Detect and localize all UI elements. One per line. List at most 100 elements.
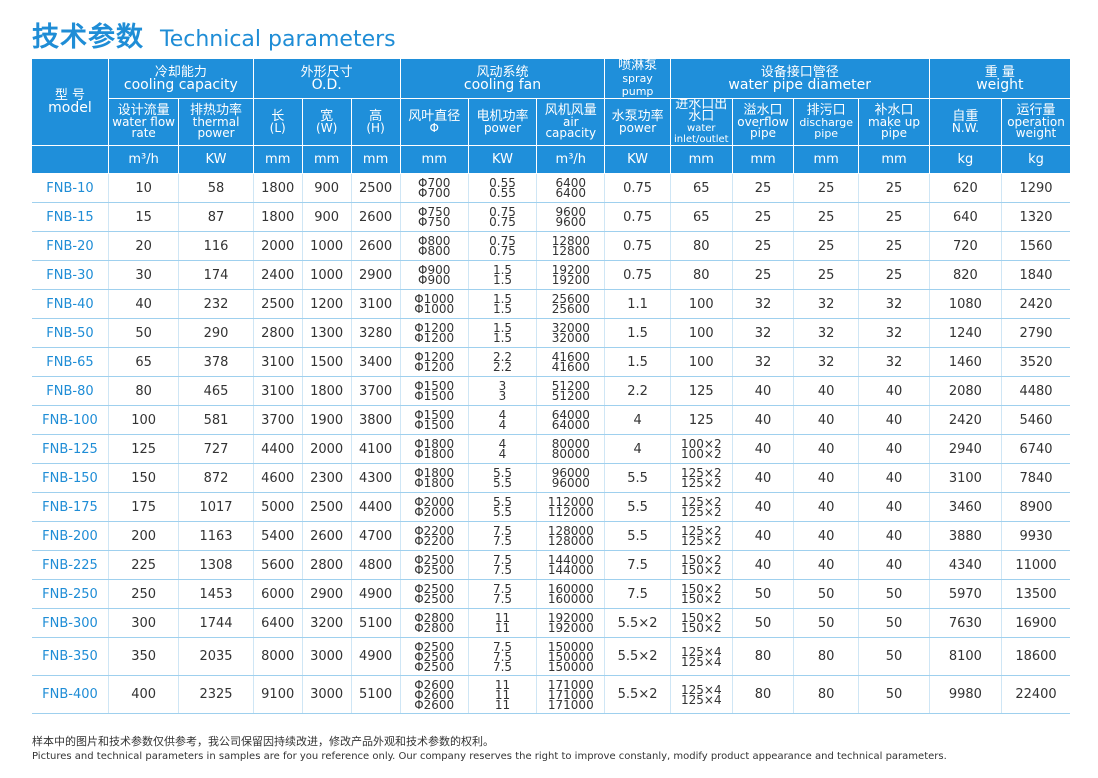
model-cell: FNB-10 xyxy=(32,173,109,203)
height-cell: 4300 xyxy=(351,463,401,493)
height-cell: 3100 xyxy=(351,289,401,319)
motor-power-cell-line: 11 xyxy=(494,677,511,692)
fan-diameter-cell-line: Φ700 xyxy=(418,186,451,200)
water-flow-cell: 225 xyxy=(108,550,180,580)
water-inlet-cell: 150×2 150×2 xyxy=(670,608,733,638)
fan-diameter-cell-line: Φ1500 xyxy=(414,408,455,422)
thermal-power-cell: 290 xyxy=(178,318,254,348)
fan-diameter-cell: Φ1200 Φ1200 xyxy=(400,347,469,377)
thermal-power-cell: 2325 xyxy=(178,675,254,714)
table-row: FNB-40 40 232 2500 1200 3100 Φ1000 Φ1000 1.5 1.5 2… xyxy=(32,289,1070,319)
table-row: FNB-400 400 2325 9100 3000 5100 Φ2600 Φ2600 Φ260… xyxy=(32,675,1070,714)
net-weight-cell: 2420 xyxy=(929,405,1003,435)
make-up-cell: 50 xyxy=(858,608,930,638)
air-capacity-cell-line: 160000 xyxy=(547,592,594,606)
header-model: 型 号 model xyxy=(32,59,109,146)
discharge-cell: 32 xyxy=(793,347,860,377)
discharge-cell: 32 xyxy=(793,289,860,319)
header-col-air-capacity: 风机风量 air capacity xyxy=(536,98,606,146)
unit-cell: KW xyxy=(178,145,254,174)
overflow-cell: 32 xyxy=(732,347,795,377)
thermal-power-cell: 727 xyxy=(178,434,254,464)
header-column-row: 设计流量 water flow rate 排热功率 thermal power 长(… xyxy=(32,98,1070,146)
discharge-cell: 40 xyxy=(793,463,860,493)
operation-weight-cell: 18600 xyxy=(1001,637,1070,676)
width-cell: 1000 xyxy=(302,231,352,261)
operation-weight-cell: 3520 xyxy=(1001,347,1070,377)
fan-diameter-cell-line: Φ900 xyxy=(418,273,451,287)
model-cell: FNB-150 xyxy=(32,463,109,493)
header-group-od: 外形尺寸 O.D. xyxy=(253,59,401,99)
model-cell: FNB-20 xyxy=(32,231,109,261)
thermal-power-cell: 1163 xyxy=(178,521,254,551)
motor-power-cell-line: 1.5 xyxy=(492,273,513,287)
fan-diameter-cell-line: Φ750 xyxy=(418,215,451,229)
pump-power-cell: 7.5 xyxy=(604,579,671,609)
motor-power-cell: 7.5 7.5 xyxy=(468,550,538,580)
header-col-pump-power: 水泵功率 power xyxy=(604,98,671,146)
air-capacity-cell-line: 128000 xyxy=(547,534,594,548)
length-cell: 3700 xyxy=(253,405,303,435)
overflow-cell: 25 xyxy=(732,202,795,232)
water-flow-cell: 175 xyxy=(108,492,180,522)
header-col-overflow: 溢水口 overflow pipe xyxy=(732,98,795,146)
net-weight-cell: 7630 xyxy=(929,608,1003,638)
fan-diameter-cell-line: Φ1200 xyxy=(414,360,455,374)
width-cell: 2000 xyxy=(302,434,352,464)
height-cell: 5100 xyxy=(351,608,401,638)
fan-diameter-cell-line: Φ2500 xyxy=(414,649,455,664)
fan-diameter-cell: Φ700 Φ700 xyxy=(400,173,469,203)
model-cell: FNB-250 xyxy=(32,579,109,609)
length-cell: 5400 xyxy=(253,521,303,551)
thermal-power-cell: 1453 xyxy=(178,579,254,609)
air-capacity-cell-line: 9600 xyxy=(555,215,587,229)
water-inlet-cell-line: 100 xyxy=(688,325,714,341)
water-flow-cell: 350 xyxy=(108,637,180,676)
overflow-cell: 25 xyxy=(732,173,795,203)
thermal-power-cell: 465 xyxy=(178,376,254,406)
unit-row: m³/h KW mm mm mm mm KW m³/h KW mm mm mm … xyxy=(32,145,1070,174)
title-zh: 技术参数 xyxy=(32,22,144,53)
water-flow-cell: 300 xyxy=(108,608,180,638)
fan-diameter-cell-line: Φ1500 xyxy=(414,418,455,432)
water-inlet-cell-line: 125 xyxy=(688,383,714,399)
motor-power-cell-line: 5.5 xyxy=(492,466,513,480)
unit-cell: mm xyxy=(670,145,733,174)
air-capacity-cell-line: 41600 xyxy=(551,350,590,364)
air-capacity-cell: 12800 12800 xyxy=(536,231,606,261)
motor-power-cell-line: 2.2 xyxy=(492,360,513,374)
air-capacity-cell-line: 80000 xyxy=(551,437,590,451)
overflow-cell: 40 xyxy=(732,463,795,493)
make-up-cell: 50 xyxy=(858,637,930,676)
operation-weight-cell: 4480 xyxy=(1001,376,1070,406)
water-inlet-cell: 80 xyxy=(670,260,733,290)
table-body: FNB-10 10 58 1800 900 2500 Φ700 Φ700 0.55 0.55 640… xyxy=(32,173,1070,714)
water-inlet-cell-line: 80 xyxy=(693,238,710,254)
water-inlet-cell: 125×4 125×4 xyxy=(670,675,733,714)
motor-power-cell-line: 2.2 xyxy=(492,350,513,364)
operation-weight-cell: 16900 xyxy=(1001,608,1070,638)
water-inlet-cell: 100 xyxy=(670,347,733,377)
water-flow-cell: 200 xyxy=(108,521,180,551)
model-cell: FNB-300 xyxy=(32,608,109,638)
length-cell: 4600 xyxy=(253,463,303,493)
motor-power-cell-line: 1.5 xyxy=(492,263,513,277)
net-weight-cell: 2940 xyxy=(929,434,1003,464)
fan-diameter-cell-line: Φ1200 xyxy=(414,321,455,335)
width-cell: 2900 xyxy=(302,579,352,609)
air-capacity-cell-line: 6400 xyxy=(555,186,587,200)
table-row: FNB-10 10 58 1800 900 2500 Φ700 Φ700 0.55 0.55 640… xyxy=(32,173,1070,203)
discharge-cell: 40 xyxy=(793,376,860,406)
air-capacity-cell-line: 51200 xyxy=(551,389,590,403)
operation-weight-cell: 9930 xyxy=(1001,521,1070,551)
fan-diameter-cell: Φ1000 Φ1000 xyxy=(400,289,469,319)
motor-power-cell-line: 0.75 xyxy=(489,234,516,248)
pump-power-cell: 5.5 xyxy=(604,521,671,551)
pump-power-cell: 1.5 xyxy=(604,347,671,377)
fan-diameter-cell-line: Φ2600 xyxy=(414,677,455,692)
unit-cell: kg xyxy=(1001,145,1070,174)
net-weight-cell: 820 xyxy=(929,260,1003,290)
water-inlet-cell: 125×2 125×2 xyxy=(670,492,733,522)
operation-weight-cell: 11000 xyxy=(1001,550,1070,580)
model-cell: FNB-30 xyxy=(32,260,109,290)
